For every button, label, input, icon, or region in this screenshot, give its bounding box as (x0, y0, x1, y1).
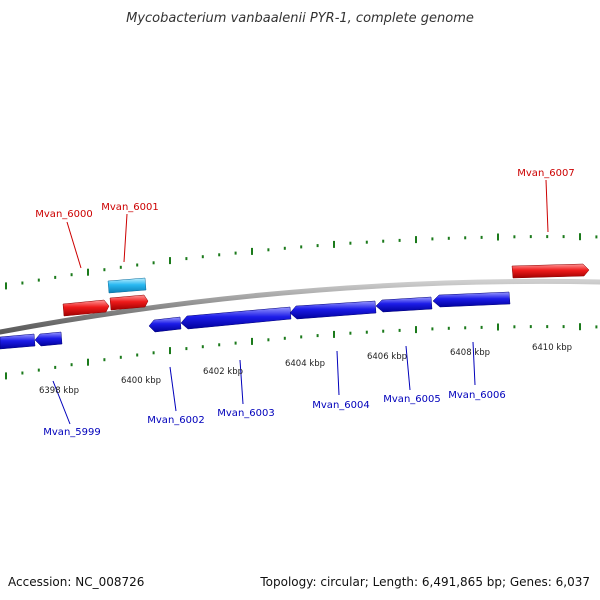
forward-strand-genes (62, 263, 590, 317)
leader-line-mvan-6001 (123, 213, 128, 263)
leader-line-mvan-6006 (472, 341, 476, 386)
gene-arrow-mvan-6001[interactable] (109, 294, 149, 311)
gene-arrow-mvan-6001-highlight[interactable] (107, 277, 147, 294)
leader-line-mvan-6002 (169, 366, 177, 412)
scale-label: 6408 kbp (450, 348, 490, 358)
forward-scale-ticks (5, 233, 598, 290)
scale-label: 6398 kbp (39, 386, 79, 396)
reverse-strand-genes (0, 291, 511, 350)
leader-line-mvan-6004 (336, 350, 340, 396)
genome-backbone (0, 278, 600, 335)
scale-label: 6402 kbp (203, 367, 243, 377)
gene-label-mvan-6006[interactable]: Mvan_6006 (448, 390, 505, 401)
scale-label: 6404 kbp (285, 359, 325, 369)
scale-label: 6406 kbp (367, 352, 407, 362)
leader-line-mvan-6007 (545, 179, 549, 233)
gene-arrow-mvan-6005[interactable] (375, 296, 433, 313)
gene-label-mvan-6002[interactable]: Mvan_6002 (147, 415, 204, 426)
gene-label-mvan-6001[interactable]: Mvan_6001 (101, 202, 158, 213)
gene-arrow-mvan-6003[interactable] (180, 306, 292, 330)
gene-arrow-mvan-6000[interactable] (62, 299, 110, 317)
gene-label-mvan-6005[interactable]: Mvan_6005 (383, 394, 440, 405)
leader-line-mvan-6000 (66, 221, 82, 269)
label-leader-lines (52, 179, 549, 425)
scale-labels: 6398 kbp 6400 kbp 6402 kbp 6404 kbp 6406… (39, 343, 572, 396)
scale-label: 6400 kbp (121, 376, 161, 386)
gene-arrow-mvan-6004[interactable] (289, 300, 377, 320)
accession-text: Accession: NC_008726 (8, 575, 145, 589)
gene-label-mvan-6003[interactable]: Mvan_6003 (217, 408, 274, 419)
gene-arrow-mvan-5999-part[interactable] (34, 331, 63, 347)
genome-summary-text: Topology: circular; Length: 6,491,865 bp… (260, 575, 590, 589)
gene-label-mvan-5999[interactable]: Mvan_5999 (43, 427, 100, 438)
leader-line-mvan-5999 (52, 380, 71, 425)
gene-arrow-mvan-6002[interactable] (148, 316, 182, 333)
gene-label-mvan-6004[interactable]: Mvan_6004 (312, 400, 369, 411)
leader-line-mvan-6005 (405, 345, 411, 391)
scale-label: 6410 kbp (532, 343, 572, 353)
map-title: Mycobacterium vanbaalenii PYR-1, complet… (126, 11, 474, 26)
gene-label-mvan-6007[interactable]: Mvan_6007 (517, 168, 574, 179)
gene-labels: Mvan_6000 Mvan_6001 Mvan_6007 Mvan_5999 … (35, 168, 574, 438)
gene-label-mvan-6000[interactable]: Mvan_6000 (35, 209, 92, 220)
gene-arrow-mvan-6007[interactable] (511, 263, 590, 279)
reverse-scale-ticks (5, 323, 598, 380)
gene-arrow-mvan-6006[interactable] (432, 291, 511, 308)
leader-line-mvan-6003 (239, 359, 244, 405)
gene-arrow-mvan-5999[interactable] (0, 333, 36, 350)
